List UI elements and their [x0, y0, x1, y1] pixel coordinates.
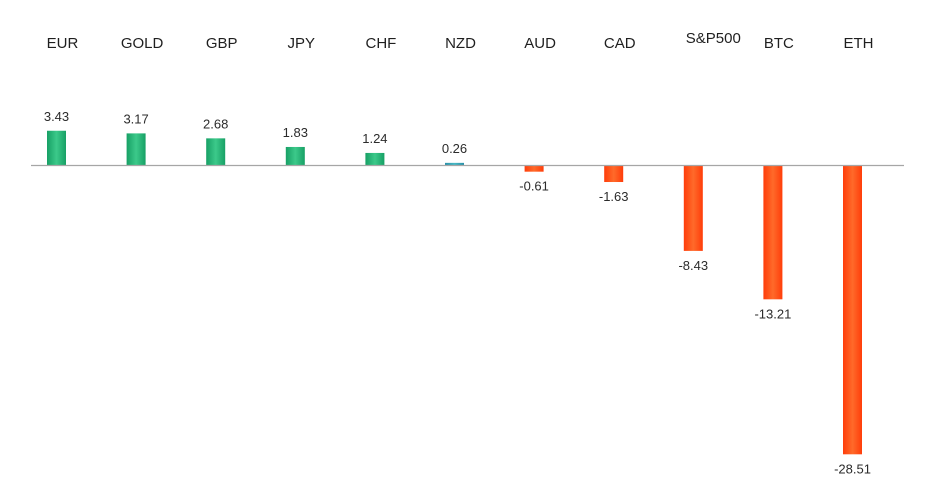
bar-nzd	[445, 162, 464, 166]
bar-jpy	[285, 146, 305, 166]
bar-eur	[47, 130, 66, 166]
data-label: 1.24	[362, 131, 387, 146]
data-label: 2.68	[203, 116, 228, 131]
category-labels: EUR GOLD GBP JPY CHF NZD AUD CAD S&P500 BTC ETH	[47, 30, 874, 52]
category-label: CAD	[604, 35, 636, 52]
category-label: BTC	[764, 35, 794, 52]
category-label: GBP	[206, 35, 238, 52]
data-label: 3.43	[44, 109, 69, 124]
bar-chf	[365, 152, 385, 166]
bar-gold	[126, 133, 146, 166]
bar-aud	[524, 165, 544, 172]
data-label: 0.26	[442, 141, 467, 156]
bar-gbp	[206, 138, 226, 166]
data-label: 3.17	[123, 111, 148, 126]
category-label: CHF	[365, 35, 396, 52]
bar-btc	[763, 165, 783, 300]
bars	[47, 130, 862, 455]
category-label: EUR	[47, 35, 79, 52]
bar-eth	[843, 165, 862, 455]
data-label: -0.61	[519, 179, 549, 194]
data-label: -8.43	[678, 258, 708, 273]
data-label: -13.21	[754, 306, 791, 321]
category-label: JPY	[288, 35, 316, 52]
value-labels: 3.43 3.17 2.68 1.83 1.24 0.26 -0.61 -1.63 -8.43 -…	[44, 109, 871, 477]
category-label: NZD	[445, 35, 476, 52]
data-label: -1.63	[599, 189, 629, 204]
category-label: GOLD	[121, 35, 164, 52]
category-label: S&P500	[686, 30, 741, 47]
bar-sp500	[683, 165, 703, 251]
data-label: 1.83	[283, 125, 308, 140]
category-label: ETH	[844, 35, 874, 52]
bar-cad	[604, 165, 624, 183]
category-label: AUD	[524, 35, 556, 52]
data-label: -28.51	[834, 461, 871, 476]
